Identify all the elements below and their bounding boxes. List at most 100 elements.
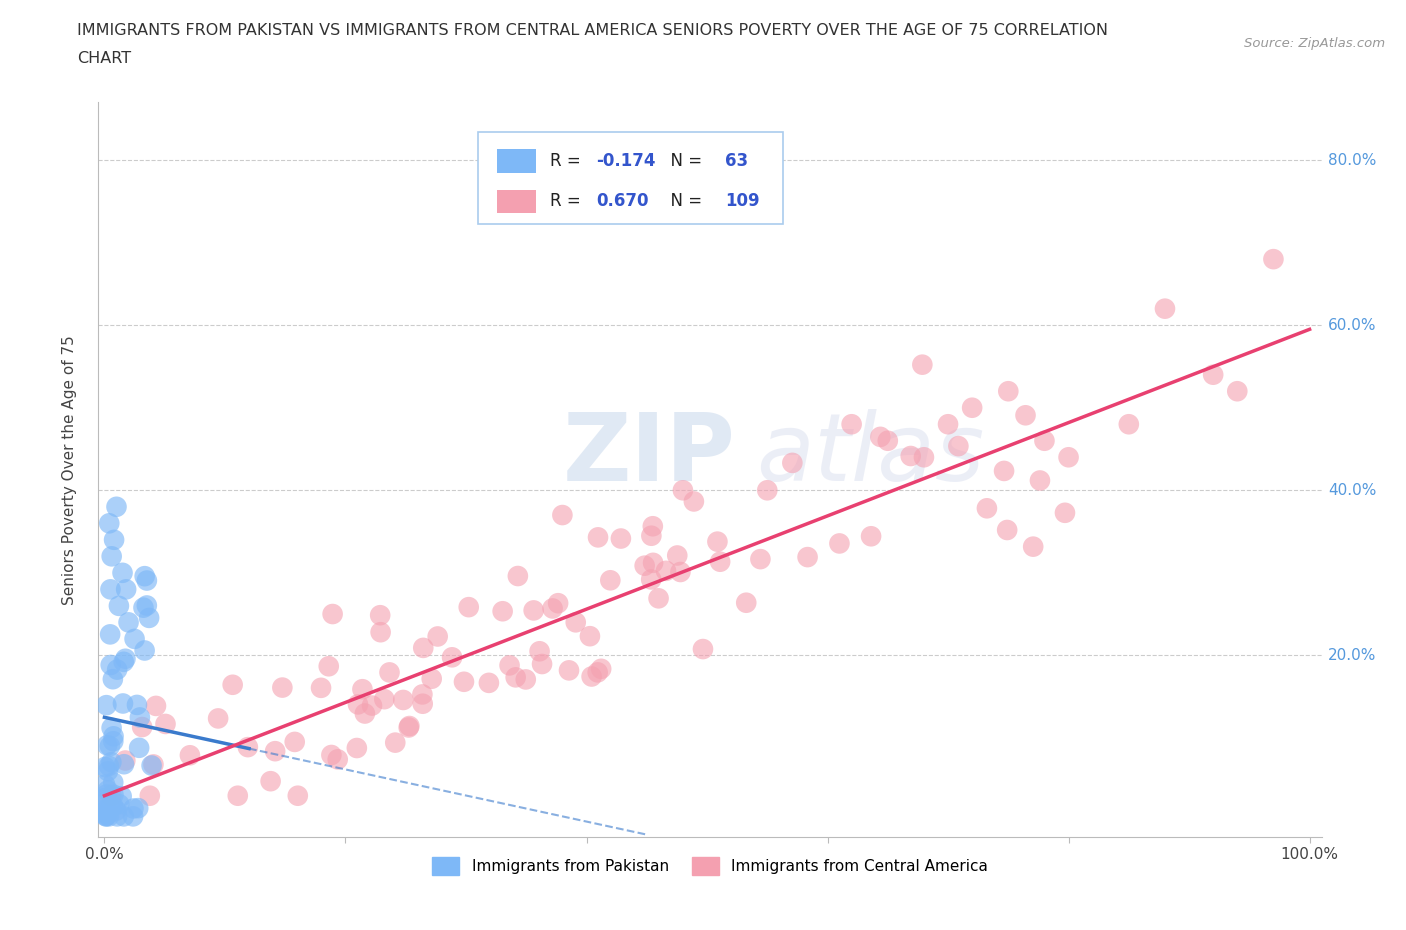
Point	[134, 643, 156, 658]
Point	[122, 809, 145, 824]
Point	[111, 789, 134, 804]
Point	[756, 483, 779, 498]
Point	[426, 629, 449, 644]
Legend: Immigrants from Pakistan, Immigrants from Central America: Immigrants from Pakistan, Immigrants fro…	[426, 851, 994, 881]
Point	[412, 697, 434, 711]
Point	[1118, 417, 1140, 432]
Point	[398, 720, 420, 735]
Point	[1154, 301, 1177, 316]
FancyBboxPatch shape	[498, 190, 536, 213]
Point	[128, 710, 150, 724]
Text: 60.0%: 60.0%	[1327, 318, 1376, 333]
Point	[515, 672, 537, 687]
Point	[179, 748, 201, 763]
Point	[155, 716, 177, 731]
Point	[309, 681, 332, 696]
Text: atlas: atlas	[756, 409, 984, 500]
Point	[1029, 473, 1052, 488]
Point	[531, 657, 554, 671]
Point	[347, 697, 370, 711]
Point	[412, 641, 434, 656]
Point	[101, 799, 124, 814]
Point	[103, 734, 125, 749]
Point	[271, 680, 294, 695]
Text: ZIP: ZIP	[564, 409, 737, 501]
Point	[117, 615, 139, 630]
Point	[1033, 433, 1056, 448]
Point	[94, 794, 117, 809]
Point	[97, 809, 120, 824]
Point	[523, 603, 546, 618]
Point	[453, 674, 475, 689]
Point	[103, 532, 125, 547]
Point	[264, 744, 287, 759]
Point	[672, 483, 695, 498]
Point	[828, 536, 851, 551]
Point	[591, 661, 613, 676]
Point	[599, 573, 621, 588]
Point	[97, 783, 120, 798]
Point	[586, 665, 609, 680]
Point	[111, 565, 134, 580]
Point	[378, 665, 401, 680]
Point	[706, 534, 728, 549]
Point	[692, 642, 714, 657]
Text: N =: N =	[659, 153, 707, 170]
Point	[122, 801, 145, 816]
Point	[105, 809, 128, 824]
Point	[103, 775, 125, 790]
Point	[94, 777, 117, 792]
Point	[912, 450, 935, 465]
Point	[207, 711, 229, 725]
Point	[457, 600, 479, 615]
Point	[112, 655, 135, 670]
Point	[709, 554, 731, 569]
Text: 109: 109	[724, 193, 759, 210]
Point	[420, 671, 443, 686]
Point	[581, 669, 603, 684]
Point	[384, 736, 406, 751]
Text: N =: N =	[659, 193, 707, 210]
Point	[900, 448, 922, 463]
Point	[1263, 252, 1285, 267]
Point	[876, 433, 898, 448]
Point	[960, 400, 983, 415]
Text: -0.174: -0.174	[596, 153, 655, 170]
Point	[640, 572, 662, 587]
Point	[111, 696, 134, 711]
Point	[368, 608, 391, 623]
Point	[370, 625, 392, 640]
Point	[108, 598, 131, 613]
Point	[869, 430, 891, 445]
Point	[94, 760, 117, 775]
Point	[112, 757, 135, 772]
Point	[236, 739, 259, 754]
Point	[373, 692, 395, 707]
FancyBboxPatch shape	[478, 132, 783, 223]
Point	[558, 663, 581, 678]
Point	[96, 806, 118, 821]
Point	[105, 804, 128, 818]
Point	[647, 591, 669, 605]
Point	[97, 764, 120, 778]
Point	[127, 801, 149, 816]
Text: R =: R =	[550, 193, 586, 210]
FancyBboxPatch shape	[498, 150, 536, 173]
Point	[97, 806, 120, 821]
Text: 0.670: 0.670	[596, 193, 648, 210]
Point	[98, 738, 121, 753]
Point	[226, 789, 249, 804]
Point	[1057, 450, 1080, 465]
Point	[100, 755, 122, 770]
Point	[114, 753, 136, 768]
Point	[139, 789, 162, 804]
Point	[1053, 505, 1076, 520]
Point	[100, 549, 122, 564]
Point	[105, 499, 128, 514]
Point	[735, 595, 758, 610]
Point	[100, 789, 122, 804]
Point	[911, 357, 934, 372]
Text: R =: R =	[550, 153, 586, 170]
Point	[100, 721, 122, 736]
Text: Source: ZipAtlas.com: Source: ZipAtlas.com	[1244, 37, 1385, 50]
